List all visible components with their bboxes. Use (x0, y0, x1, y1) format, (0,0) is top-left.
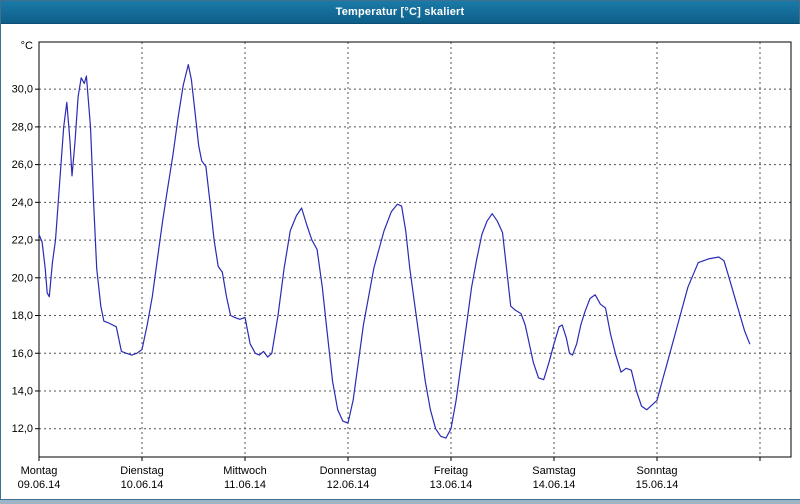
y-tick-label: 18,0 (12, 310, 33, 322)
x-day-name-label: Freitag (434, 465, 468, 477)
temperature-chart: 12,0 14,0 16,0 18,0 20,0 22,0 24,0 26,0 28,0 30,0… (12, 40, 792, 491)
y-tick-label: 24,0 (12, 197, 33, 209)
y-tick-label: 16,0 (12, 348, 33, 360)
x-day-date-label: 15.06.14 (636, 479, 679, 491)
window-titlebar: Temperatur [°C] skaliert (1, 1, 799, 24)
x-day-name-label: Sonntag (637, 465, 678, 477)
y-tick-label: 14,0 (12, 385, 33, 397)
x-day-date-label: 10.06.14 (121, 479, 164, 491)
y-tick-label: 26,0 (12, 159, 33, 171)
y-tick-label: 20,0 (12, 272, 33, 284)
y-tick-label: 28,0 (12, 121, 33, 133)
x-day-name-label: Donnerstag (320, 465, 377, 477)
chart-area: 12,0 14,0 16,0 18,0 20,0 22,0 24,0 26,0 28,0 30,0… (1, 24, 800, 499)
x-day-name-label: Samstag (532, 465, 575, 477)
y-axis-unit-label: °C (21, 40, 33, 52)
x-day-date-label: 11.06.14 (224, 479, 266, 491)
x-day-date-label: 13.06.14 (430, 479, 473, 491)
x-day-date-label: 12.06.14 (327, 479, 370, 491)
temperature-series-line (38, 63, 751, 439)
x-day-name-label: Montag (21, 465, 58, 477)
window-title: Temperatur [°C] skaliert (335, 6, 465, 18)
x-day-name-label: Mittwoch (223, 465, 266, 477)
y-tick-label: 22,0 (12, 235, 33, 247)
x-day-name-label: Dienstag (120, 465, 163, 477)
y-tick-label: 12,0 (12, 423, 33, 435)
x-day-date-label: 14.06.14 (533, 479, 576, 491)
x-day-date-label: 09.06.14 (18, 479, 61, 491)
y-tick-label: 30,0 (12, 84, 33, 96)
plot-frame (38, 41, 792, 458)
